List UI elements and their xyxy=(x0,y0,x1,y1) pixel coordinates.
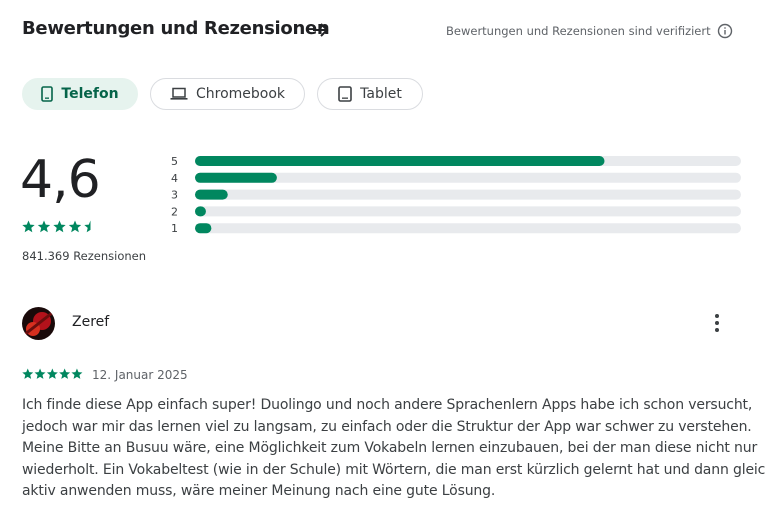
star xyxy=(68,220,82,233)
tab-tablet[interactable]: Tablet xyxy=(317,78,423,110)
review-count: 841.369 Rezensionen xyxy=(22,249,147,263)
star xyxy=(34,368,46,379)
bar-track xyxy=(195,172,741,183)
bar-label: 2 xyxy=(171,205,178,218)
info-icon[interactable] xyxy=(717,23,733,39)
star xyxy=(46,368,58,379)
rating-stars xyxy=(22,220,97,233)
bar xyxy=(195,206,206,217)
tab-label: Chromebook xyxy=(195,86,286,102)
verified-note: Bewertungen und Rezensionen sind verifiz… xyxy=(446,24,711,38)
star xyxy=(22,220,35,233)
review-text-line: wiederholt. Ein Vokabeltest (wie in der … xyxy=(22,461,765,478)
review-text-line: Ich finde diese App einfach super! Duoli… xyxy=(22,397,753,413)
tab-telefon[interactable]: Telefon xyxy=(22,78,138,110)
average-rating: 4,6 xyxy=(20,150,101,210)
arrow-icon[interactable] xyxy=(310,20,330,40)
review-date: 12. Januar 2025 xyxy=(92,368,188,382)
review-author: Zeref xyxy=(72,314,110,330)
bar xyxy=(195,189,228,200)
bar-label: 1 xyxy=(171,222,178,235)
tab-label: Tablet xyxy=(360,86,402,102)
bar xyxy=(195,156,605,166)
avatar[interactable] xyxy=(22,307,55,340)
section-title[interactable]: Bewertungen und Rezensionen xyxy=(22,18,330,39)
star xyxy=(84,220,97,233)
star xyxy=(22,368,34,379)
bar xyxy=(195,223,212,234)
bar-track xyxy=(195,223,741,234)
star xyxy=(37,220,51,233)
bar xyxy=(195,172,277,183)
bar-track xyxy=(195,206,741,217)
more-menu[interactable] xyxy=(708,313,726,333)
review-stars xyxy=(22,368,83,379)
tablet-icon xyxy=(338,86,352,102)
star xyxy=(71,368,83,379)
bar-label: 3 xyxy=(171,189,178,202)
bar-label: 5 xyxy=(171,155,178,168)
phone-icon xyxy=(41,86,54,102)
tab-chromebook[interactable]: Chromebook xyxy=(150,78,305,110)
review-text-line: aktiv anwenden muss, wäre meiner Meinung… xyxy=(22,483,496,500)
tab-label: Telefon xyxy=(61,86,119,102)
star xyxy=(53,220,66,233)
bar-label: 4 xyxy=(171,172,178,185)
laptop-icon xyxy=(170,87,188,100)
bar-track xyxy=(195,189,741,200)
star xyxy=(59,368,71,379)
rating-distribution: 5 4 3 2 1 xyxy=(171,155,741,235)
review-text-line: Meine Bitte an Busuu wäre, eine Möglichk… xyxy=(22,440,758,457)
review-text-line: jedoch war mir das lernen viel zu langsa… xyxy=(22,418,752,435)
